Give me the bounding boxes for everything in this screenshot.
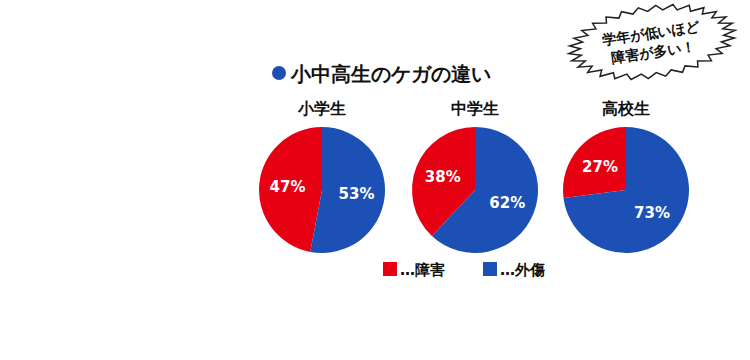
legend-label: …障害 (400, 261, 445, 279)
legend: …障害 …外傷 (383, 261, 545, 279)
pie-chart: 38% 62% (412, 127, 538, 253)
legend-swatch (383, 262, 397, 276)
annotation-bubble (564, 0, 740, 89)
data-label: 47% (270, 178, 306, 196)
pie-slice (432, 127, 538, 253)
pie-title: 高校生 (602, 99, 650, 118)
data-label: 53% (339, 185, 375, 203)
slices (412, 127, 538, 253)
data-label: 73% (634, 204, 670, 222)
pie-slice (563, 127, 689, 253)
title: 小中高生のケガの違い (290, 62, 491, 86)
data-label: 62% (489, 194, 525, 212)
pie-title: 中学生 (451, 99, 499, 118)
legend-swatch (483, 262, 497, 276)
pie-chart: 27% 73% (563, 127, 689, 253)
slices (563, 127, 689, 253)
slices (259, 127, 385, 253)
pie-slice (563, 127, 626, 198)
pie-title: 小学生 (297, 99, 346, 118)
pie-slice (310, 127, 385, 253)
data-label: 38% (425, 168, 461, 186)
annotation: 学年が低いほど障害が多い！ (564, 0, 740, 89)
legend-label: …外傷 (500, 261, 545, 279)
chart-canvas: 小中高生のケガの違い 学年が低いほど障害が多い！ 47% 53% 小学生 38% 62% 中学… (0, 0, 750, 360)
annotation-text: 障害が多い！ (611, 38, 696, 66)
pie-slice (259, 127, 322, 252)
title-dot (272, 66, 286, 80)
data-label: 27% (582, 158, 618, 176)
pie-chart: 47% 53% (259, 127, 385, 253)
